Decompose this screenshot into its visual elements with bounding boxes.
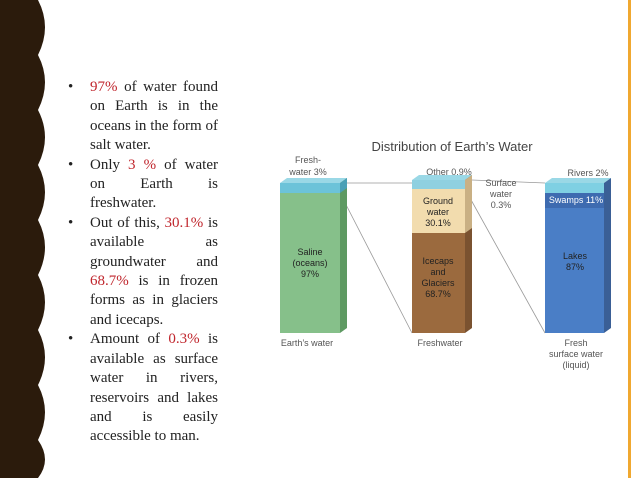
bullet: Amount of 0.3% is available as surface w… [68,330,218,446]
bullet-text: is available as surface water in rivers,… [90,331,218,445]
label: 30.1% [425,218,451,228]
bullet: Only 3 % of water on Earth is freshwater… [68,156,218,214]
earth-column [280,178,347,333]
connectors [339,179,546,334]
caption: (liquid) [562,360,589,370]
label: 68.7% [425,289,451,299]
right-accent [628,0,631,478]
label: 87% [566,262,584,272]
surface-column [545,178,611,333]
freshwater-column [412,175,472,333]
label: and [430,267,445,277]
bullet-text: is in frozen forms as in glaciers and ic… [90,273,218,328]
label: Glaciers [421,278,455,288]
bullet: 97% of water found on Earth is in the oc… [68,78,218,156]
label: Icecaps [422,256,454,266]
bullet-text: of water found on Earth is in the oceans… [90,79,218,154]
left-border [0,0,45,478]
label: Saline [297,247,322,257]
highlight: 97% [90,79,118,95]
label: (oceans) [292,258,327,268]
label: Fresh- [295,155,321,165]
caption: surface water [549,349,603,359]
label: Ground [423,196,453,206]
label: Swamps 11% [549,195,603,205]
label: water 3% [288,167,327,177]
bullet-text: Out of this, [90,214,165,231]
highlight: 3 % [128,156,157,173]
label: water [489,189,512,199]
diagram-title: Distribution of Earth’s Water [371,139,533,154]
bullet-text: of water on Earth is freshwater. [90,156,218,212]
label: Other 0.9% [426,167,472,177]
label: 97% [301,269,319,279]
caption: Freshwater [417,338,462,348]
highlight: 0.3% [168,331,200,348]
label: Rivers 2% [567,168,608,178]
label: Lakes [563,251,588,261]
bullet: Out of this, 30.1% is available as groun… [68,214,218,330]
bullet-text: Amount of [90,331,169,348]
bullet-text: is available as groundwater and [90,214,218,270]
label: Surface [485,178,516,188]
caption: Earth’s water [281,338,333,348]
highlight: 30.1% [164,214,204,231]
highlight: 68.7% [90,273,129,290]
bullet-text: Only [90,156,129,173]
caption: Fresh [564,338,587,348]
label: water [426,207,449,217]
label: 0.3% [491,200,512,210]
bullet-list: 97% of water found on Earth is in the oc… [68,78,218,447]
